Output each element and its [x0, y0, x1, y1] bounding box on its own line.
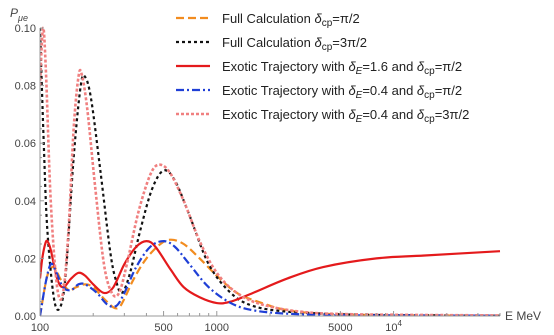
x-tick-label: 500: [154, 322, 172, 334]
x-tick-label: 104: [385, 319, 402, 334]
y-tick-label: 0.04: [15, 196, 36, 208]
series-layer: [40, 26, 501, 316]
y-tick-label: 0.02: [15, 253, 36, 265]
x-tick-label: 100: [31, 322, 49, 334]
legend-label: Exotic Trajectory with δE=1.6 and δcp=π/…: [222, 59, 462, 77]
x-tick-label: 1000: [205, 322, 229, 334]
legend-label: Full Calculation δcp=3π/2: [222, 35, 367, 53]
series-line-1: [40, 238, 501, 316]
legend: Full Calculation δcp=π/2 Full Calculation…: [176, 11, 469, 125]
x-tick-label: 5000: [328, 322, 352, 334]
x-axis-label: E MeV: [505, 309, 541, 323]
series-line-5: [40, 26, 501, 316]
y-axis-label: Pμe: [10, 6, 28, 23]
legend-label: Exotic Trajectory with δE=0.4 and δcp=3π…: [222, 107, 469, 125]
y-tick-label: 0.08: [15, 81, 36, 93]
series-line-4: [40, 240, 501, 316]
legend-label: Full Calculation δcp=π/2: [222, 11, 360, 29]
y-tick-label: 0.10: [15, 23, 36, 35]
legend-label: Exotic Trajectory with δE=0.4 and δcp=π/…: [222, 83, 462, 101]
y-tick-label: 0.00: [15, 311, 36, 323]
tick-layer: 0.00 0.02 0.04 0.06 0.08 0.10 100 500 1000 5000 10…: [15, 23, 501, 334]
y-tick-label: 0.06: [15, 138, 36, 150]
